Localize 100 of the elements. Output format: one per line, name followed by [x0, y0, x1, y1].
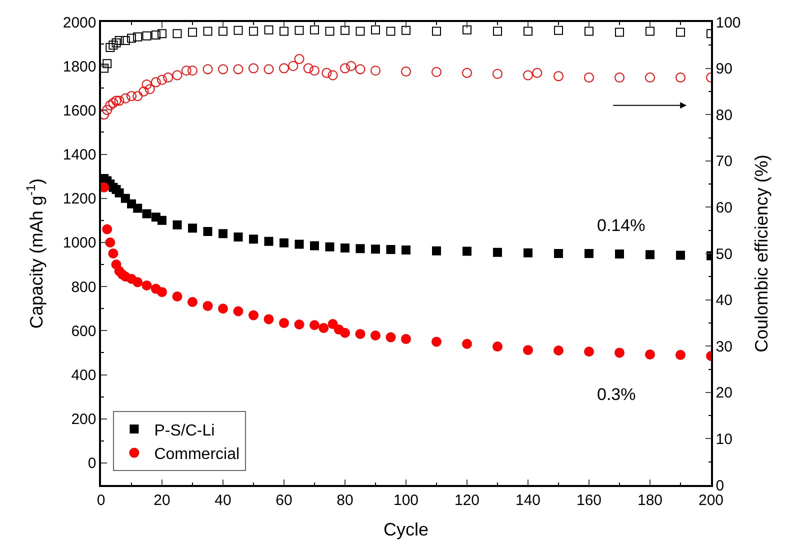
point	[120, 36, 130, 46]
point	[233, 64, 244, 74]
point	[370, 330, 380, 341]
point	[340, 63, 350, 74]
point	[340, 328, 350, 338]
point	[676, 28, 685, 37]
point	[294, 26, 304, 35]
point	[188, 28, 197, 37]
point	[126, 91, 136, 102]
point	[102, 224, 112, 234]
point	[615, 28, 624, 37]
y-tick-label: 1400	[62, 146, 96, 164]
point	[108, 248, 118, 258]
point	[532, 68, 542, 78]
point	[202, 64, 213, 74]
point	[264, 236, 274, 246]
y2-tick-label: 70	[716, 153, 732, 170]
point	[645, 349, 655, 360]
point	[133, 204, 142, 213]
point	[112, 38, 121, 48]
point	[402, 245, 410, 254]
point	[102, 104, 112, 115]
point	[158, 216, 166, 225]
point	[328, 319, 338, 330]
y2-tick-label: 40	[716, 292, 732, 310]
point	[614, 72, 624, 83]
y2-tick-label: 50	[716, 246, 732, 263]
point	[249, 26, 258, 36]
point	[172, 220, 182, 230]
point	[310, 25, 319, 34]
point	[310, 66, 320, 76]
point	[523, 70, 533, 80]
y2-tick-label: 30	[716, 338, 732, 356]
point	[584, 249, 594, 258]
annotation: 0.3%	[597, 385, 636, 404]
point	[264, 314, 274, 324]
annotation: 0.14%	[597, 216, 646, 235]
point	[218, 64, 228, 74]
point	[371, 25, 380, 34]
point	[524, 26, 532, 36]
point	[492, 342, 502, 352]
point	[142, 209, 152, 218]
point	[524, 248, 532, 258]
point	[303, 63, 314, 74]
point	[386, 26, 396, 36]
point	[355, 64, 366, 74]
y2-tick-label: 20	[716, 384, 732, 402]
point	[554, 71, 564, 82]
y2-tick-label: 100	[716, 14, 741, 32]
point	[218, 304, 228, 314]
point	[264, 25, 274, 34]
point	[492, 68, 502, 79]
point	[248, 63, 258, 74]
y-tick-label: 200	[71, 411, 96, 428]
point	[356, 26, 365, 36]
legend-label: Commercial	[154, 446, 240, 464]
point	[218, 229, 228, 238]
point	[218, 26, 228, 36]
point	[310, 241, 319, 250]
y2-tick-label: 10	[716, 430, 732, 448]
point	[462, 246, 472, 256]
y2-axis-title: Coulombic efficiency (%)	[751, 154, 772, 352]
x-tick-label: 100	[393, 492, 419, 509]
point	[280, 26, 288, 36]
point	[151, 30, 160, 40]
point	[133, 32, 142, 42]
point	[105, 237, 116, 248]
point	[676, 250, 685, 260]
point	[432, 26, 441, 36]
point	[294, 319, 304, 330]
point	[132, 91, 143, 102]
x-tick-label: 60	[276, 492, 292, 509]
y-tick-label: 1000	[62, 234, 96, 252]
point	[288, 60, 298, 71]
point	[462, 338, 472, 349]
y2-tick-label: 0	[716, 477, 724, 494]
point	[432, 246, 441, 256]
point	[132, 277, 143, 288]
point	[108, 40, 118, 50]
point	[318, 323, 329, 334]
point	[584, 72, 594, 83]
point	[346, 60, 356, 71]
y2-tick-label: 80	[716, 106, 732, 124]
x-tick-label: 200	[698, 492, 724, 509]
point	[584, 346, 594, 357]
point	[150, 77, 161, 88]
point	[340, 26, 350, 35]
point	[101, 182, 110, 192]
x-tick-label: 80	[336, 492, 354, 509]
point	[322, 68, 332, 78]
point	[554, 26, 563, 35]
point	[676, 350, 686, 360]
point	[144, 84, 155, 94]
point	[158, 29, 166, 38]
point	[127, 34, 136, 43]
y2-tick-label: 90	[716, 60, 732, 78]
point	[181, 66, 192, 76]
point	[203, 226, 212, 236]
x-tick-label: 140	[515, 492, 541, 509]
point	[279, 318, 289, 328]
